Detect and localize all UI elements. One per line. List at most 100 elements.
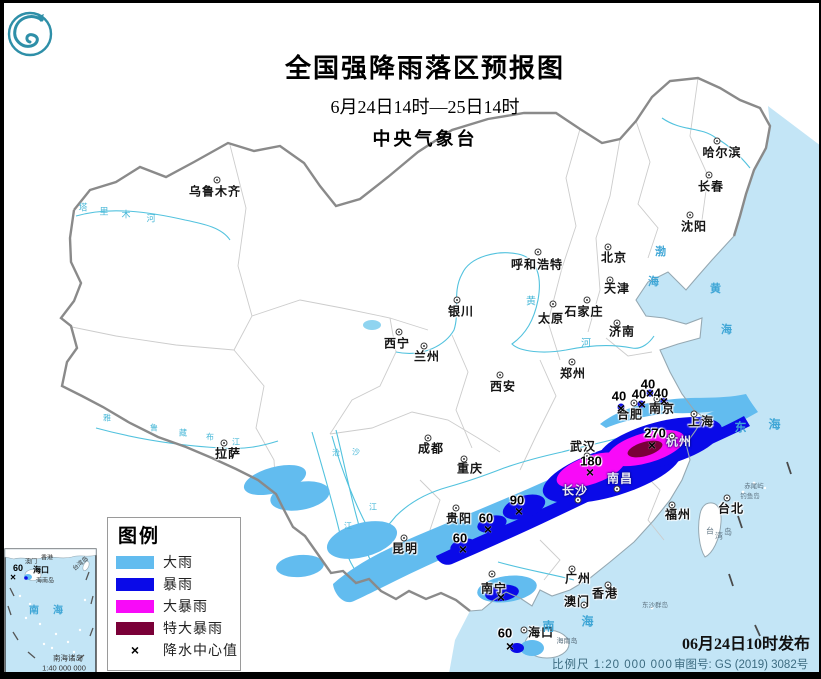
rain-value: 40 <box>653 385 669 401</box>
inset-label: 海南岛 <box>35 578 55 585</box>
geo-label-isl: 湾 <box>715 531 723 541</box>
geo-label-sea: 黄 <box>710 283 722 295</box>
geo-label-river: 江 <box>369 502 377 512</box>
rain-area-extreme-rainstorm <box>627 440 663 458</box>
geo-label-sea: 海 <box>721 324 733 336</box>
rain-center-marker: × <box>659 393 669 409</box>
city-dot <box>606 276 614 284</box>
geo-label-sea: 南 <box>542 619 556 634</box>
city-dot <box>630 399 638 407</box>
city-label: 银川 <box>447 304 475 319</box>
frame-top <box>0 0 821 3</box>
geo-label-isl: 钓鱼岛 <box>740 493 760 500</box>
city-label: 福州 <box>664 507 692 522</box>
rain-center-marker: × <box>496 589 506 605</box>
geo-label-river: 塔 <box>78 202 88 213</box>
city-dot <box>604 581 612 589</box>
city-label: 拉萨 <box>214 446 242 461</box>
city-label: 南宁 <box>480 581 508 596</box>
city-dot <box>424 434 432 442</box>
geo-label-river: 雅 <box>103 413 111 423</box>
legend-label: 大暴雨 <box>163 598 208 614</box>
small-islands <box>650 481 767 610</box>
rain-center-marker: × <box>505 638 515 654</box>
city-dot <box>686 211 694 219</box>
geo-label-sea: 海 <box>581 614 595 629</box>
rain-value: 40 <box>631 386 647 402</box>
inset-south-china-sea-map <box>4 548 97 674</box>
city-dot <box>690 410 698 418</box>
legend-row: 大暴雨 <box>116 595 240 617</box>
city-dot <box>668 501 676 509</box>
city-dot <box>220 439 228 447</box>
city-dot <box>488 570 496 578</box>
rain-center-marker: × <box>637 396 647 412</box>
city-label: 成都 <box>417 441 445 456</box>
geo-label-river: 黄 <box>526 296 536 308</box>
legend-swatch <box>116 599 154 613</box>
qinghai-lake <box>363 320 381 330</box>
coastline <box>469 235 735 612</box>
sea-boundary-dashes <box>728 461 792 637</box>
legend-items: 大雨 暴雨 大暴雨 特大暴雨 × 降水中心值 <box>116 551 240 661</box>
geo-label-isl: 赤尾屿 <box>744 483 764 490</box>
rain-center-marker: × <box>585 464 595 480</box>
rain-value: 40 <box>640 376 656 392</box>
rain-value: 60 <box>452 530 468 546</box>
city-label: 海口 <box>527 625 555 640</box>
geo-label-river: 鲁 <box>150 423 158 433</box>
legend-row: 特大暴雨 <box>116 617 240 639</box>
map-scale: 比例尺 1:20 000 000 <box>552 659 673 671</box>
legend-row: 大雨 <box>116 551 240 573</box>
city-label: 台北 <box>717 501 745 516</box>
inset-label: 海口 <box>33 565 49 575</box>
rain-center-marker: × <box>458 541 468 557</box>
page-title: 全国强降雨落区预报图 <box>284 54 565 83</box>
city-dot <box>420 342 428 350</box>
city-dot <box>613 319 621 327</box>
city-dot <box>460 455 468 463</box>
city-dot <box>583 296 591 304</box>
rain-center-marker: × <box>647 437 657 453</box>
legend-row: 暴雨 <box>116 573 240 595</box>
inset-label: 南 <box>29 605 39 617</box>
rain-center-marker: × <box>483 521 493 537</box>
geo-label-river: 沧 <box>332 448 340 458</box>
city-dot <box>580 601 588 609</box>
city-label: 长沙 <box>561 483 589 498</box>
city-label: 贵阳 <box>445 511 473 526</box>
city-label: 南昌 <box>606 471 634 486</box>
city-dot <box>395 328 403 336</box>
rain-value: 60 <box>478 510 494 526</box>
legend-label: 暴雨 <box>163 576 193 592</box>
inset-label: 台湾岛 <box>72 556 90 573</box>
rain-center-marker: × <box>645 385 655 401</box>
rain-value: 270 <box>644 425 666 441</box>
city-dot <box>705 171 713 179</box>
issue-time: 06月24日10时发布 <box>681 636 810 653</box>
inset-label: 海 <box>53 605 63 617</box>
geo-label-sea: 东 <box>734 420 748 435</box>
geo-label-river: 河 <box>581 338 591 350</box>
geo-label-river: 布 <box>206 432 214 442</box>
city-label: 南京 <box>648 401 676 416</box>
taiwan-island <box>698 502 722 558</box>
legend-swatch <box>116 555 154 569</box>
inset-label: 香港 <box>40 555 54 562</box>
city-label: 郑州 <box>559 366 587 381</box>
city-label: 石家庄 <box>564 304 604 319</box>
city-dot <box>213 176 221 184</box>
agency-name: 中央气象台 <box>372 129 478 149</box>
geo-label-isl: 海南岛 <box>556 638 578 645</box>
city-dot <box>613 485 621 493</box>
inset-label: 60 <box>12 563 24 573</box>
city-label: 长春 <box>697 179 725 194</box>
precipitation-center-symbol: × <box>130 642 140 658</box>
forecast-time-range: 6月24日14时—25日14时 <box>330 97 520 117</box>
city-label: 合肥 <box>616 407 644 422</box>
frame-bottom <box>0 672 821 679</box>
geo-label-sea: 渤 <box>655 246 667 258</box>
legend-swatch <box>116 621 154 635</box>
city-label: 香港 <box>591 586 619 601</box>
city-label: 兰州 <box>413 349 441 364</box>
